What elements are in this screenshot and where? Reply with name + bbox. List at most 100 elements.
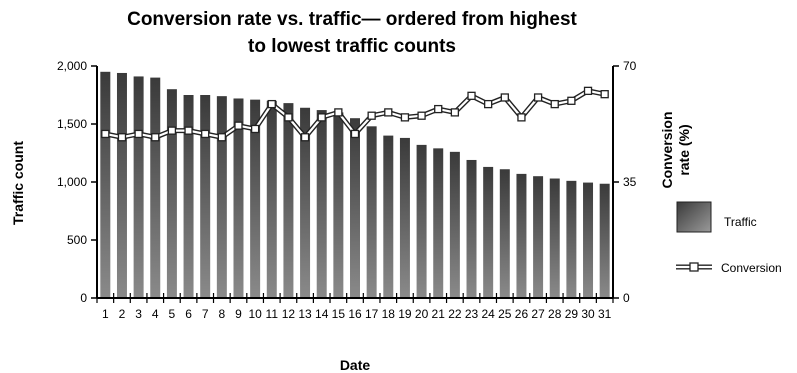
conversion-point — [400, 113, 410, 122]
x-tick-label: 23 — [465, 307, 479, 321]
traffic-bar — [533, 176, 544, 298]
legend-traffic-swatch — [676, 201, 712, 233]
conversion-point — [517, 113, 526, 122]
conversion-point — [600, 90, 609, 99]
x-tick-label: 28 — [548, 307, 562, 321]
y-right-tick-label: 35 — [623, 175, 637, 189]
conversion-point — [334, 108, 343, 117]
x-tick-label: 8 — [218, 307, 225, 321]
x-tick-label: 21 — [432, 307, 446, 321]
traffic-bar — [483, 166, 494, 298]
conversion-point — [417, 111, 426, 120]
traffic-bar — [366, 126, 377, 298]
x-tick-label: 31 — [598, 307, 612, 321]
x-tick-label: 1 — [102, 307, 109, 321]
traffic-bar — [200, 95, 211, 298]
traffic-bar — [166, 89, 177, 298]
conversion-point — [217, 133, 226, 142]
traffic-bar — [566, 180, 577, 298]
conversion-point — [384, 108, 393, 117]
conversion-point — [151, 133, 160, 142]
conversion-point — [134, 129, 143, 139]
x-tick-label: 22 — [448, 307, 462, 321]
x-tick-label: 27 — [531, 307, 545, 321]
x-axis-title: Date — [340, 357, 371, 373]
traffic-bar — [333, 112, 344, 299]
traffic-bar — [499, 169, 510, 298]
conversion-point — [201, 129, 210, 139]
traffic-bar — [316, 110, 327, 298]
x-tick-label: 30 — [581, 307, 595, 321]
traffic-bar — [216, 96, 227, 298]
conversion-point — [550, 99, 559, 109]
y-right-tick-label: 70 — [623, 59, 637, 73]
x-tick-label: 20 — [415, 307, 429, 321]
traffic-bar — [233, 98, 244, 298]
conversion-point — [434, 104, 443, 114]
x-tick-label: 12 — [282, 307, 296, 321]
traffic-bar — [599, 183, 610, 298]
legend-conversion-label: Conversion — [721, 261, 782, 275]
traffic-bar — [583, 182, 594, 298]
x-tick-label: 19 — [398, 307, 412, 321]
x-tick-label: 13 — [298, 307, 312, 321]
x-tick-label: 15 — [332, 307, 346, 321]
conversion-point — [567, 96, 576, 105]
y-left-tick-label: 500 — [67, 233, 87, 247]
traffic-bar — [516, 173, 527, 298]
conversion-point — [184, 126, 193, 135]
conversion-point — [300, 133, 310, 142]
conversion-point — [101, 129, 110, 139]
x-tick-label: 4 — [152, 307, 159, 321]
x-tick-label: 9 — [235, 307, 242, 321]
chart-title-line-2: to lowest traffic counts — [248, 36, 456, 57]
conversion-point — [350, 129, 360, 139]
x-tick-label: 10 — [248, 307, 262, 321]
traffic-bar — [116, 72, 127, 299]
traffic-bar — [183, 95, 194, 298]
conversion-point — [467, 91, 476, 100]
conversion-point — [167, 126, 177, 135]
conversion-point — [500, 93, 509, 102]
traffic-bar — [350, 118, 360, 298]
x-tick-label: 6 — [185, 307, 192, 321]
conversion-point — [117, 133, 127, 142]
traffic-bar — [300, 107, 311, 298]
x-tick-label: 2 — [119, 307, 126, 321]
traffic-bar — [416, 144, 427, 298]
y-left-tick-label: 1,000 — [57, 175, 87, 189]
conversion-point — [583, 86, 593, 96]
conversion-point — [267, 99, 276, 109]
x-tick-label: 24 — [481, 307, 495, 321]
y-left-tick-label: 2,000 — [57, 59, 87, 73]
conversion-point — [250, 124, 260, 134]
y-left-tick-label: 1,500 — [57, 117, 87, 131]
legend-conversion-marker — [689, 262, 699, 272]
conversion-point — [284, 113, 293, 122]
traffic-bar — [433, 148, 444, 298]
traffic-bar — [449, 151, 460, 298]
conversion-point — [484, 99, 493, 109]
y-right-tick-label: 0 — [623, 291, 630, 305]
y-right-axis-title-line-2: rate (%) — [676, 124, 692, 175]
x-tick-label: 11 — [266, 307, 279, 321]
legend-traffic-label: Traffic — [724, 215, 757, 229]
traffic-bar — [283, 103, 294, 299]
y-right-axis-title: Conversion rate (%) — [659, 111, 692, 188]
traffic-bar — [549, 178, 560, 298]
traffic-bar — [466, 159, 477, 298]
legend: Traffic Conversion — [676, 201, 782, 275]
x-tick-label: 3 — [135, 307, 142, 321]
y-left-axis-title: Traffic count — [10, 141, 26, 225]
y-right-axis-title-line-1: Conversion — [659, 111, 675, 188]
x-tick-label: 16 — [348, 307, 362, 321]
traffic-bar — [250, 99, 261, 298]
x-tick-label: 18 — [382, 307, 396, 321]
x-tick-label: 7 — [202, 307, 209, 321]
conversion-point — [533, 93, 543, 102]
conversion-point — [450, 108, 460, 117]
x-tick-label: 25 — [498, 307, 512, 321]
traffic-bar — [100, 71, 111, 298]
